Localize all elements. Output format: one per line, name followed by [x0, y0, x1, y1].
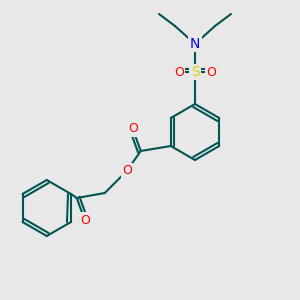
- Text: O: O: [128, 122, 138, 136]
- Text: N: N: [190, 37, 200, 51]
- Text: S: S: [190, 65, 200, 79]
- Text: O: O: [206, 65, 216, 79]
- Text: O: O: [122, 164, 132, 178]
- Text: O: O: [174, 65, 184, 79]
- Text: O: O: [80, 214, 90, 226]
